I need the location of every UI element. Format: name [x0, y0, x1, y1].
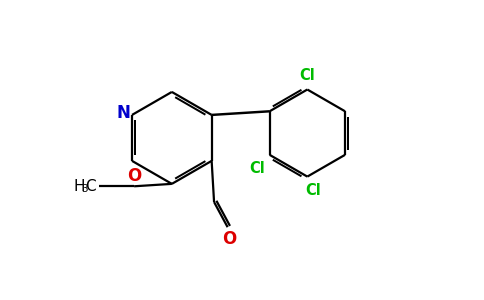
Text: O: O: [222, 230, 236, 248]
Text: Cl: Cl: [250, 161, 265, 176]
Text: H: H: [73, 179, 85, 194]
Text: N: N: [116, 103, 130, 122]
Text: Cl: Cl: [305, 183, 321, 198]
Text: 3: 3: [81, 184, 88, 194]
Text: O: O: [127, 167, 141, 184]
Text: C: C: [85, 179, 96, 194]
Text: Cl: Cl: [300, 68, 315, 83]
